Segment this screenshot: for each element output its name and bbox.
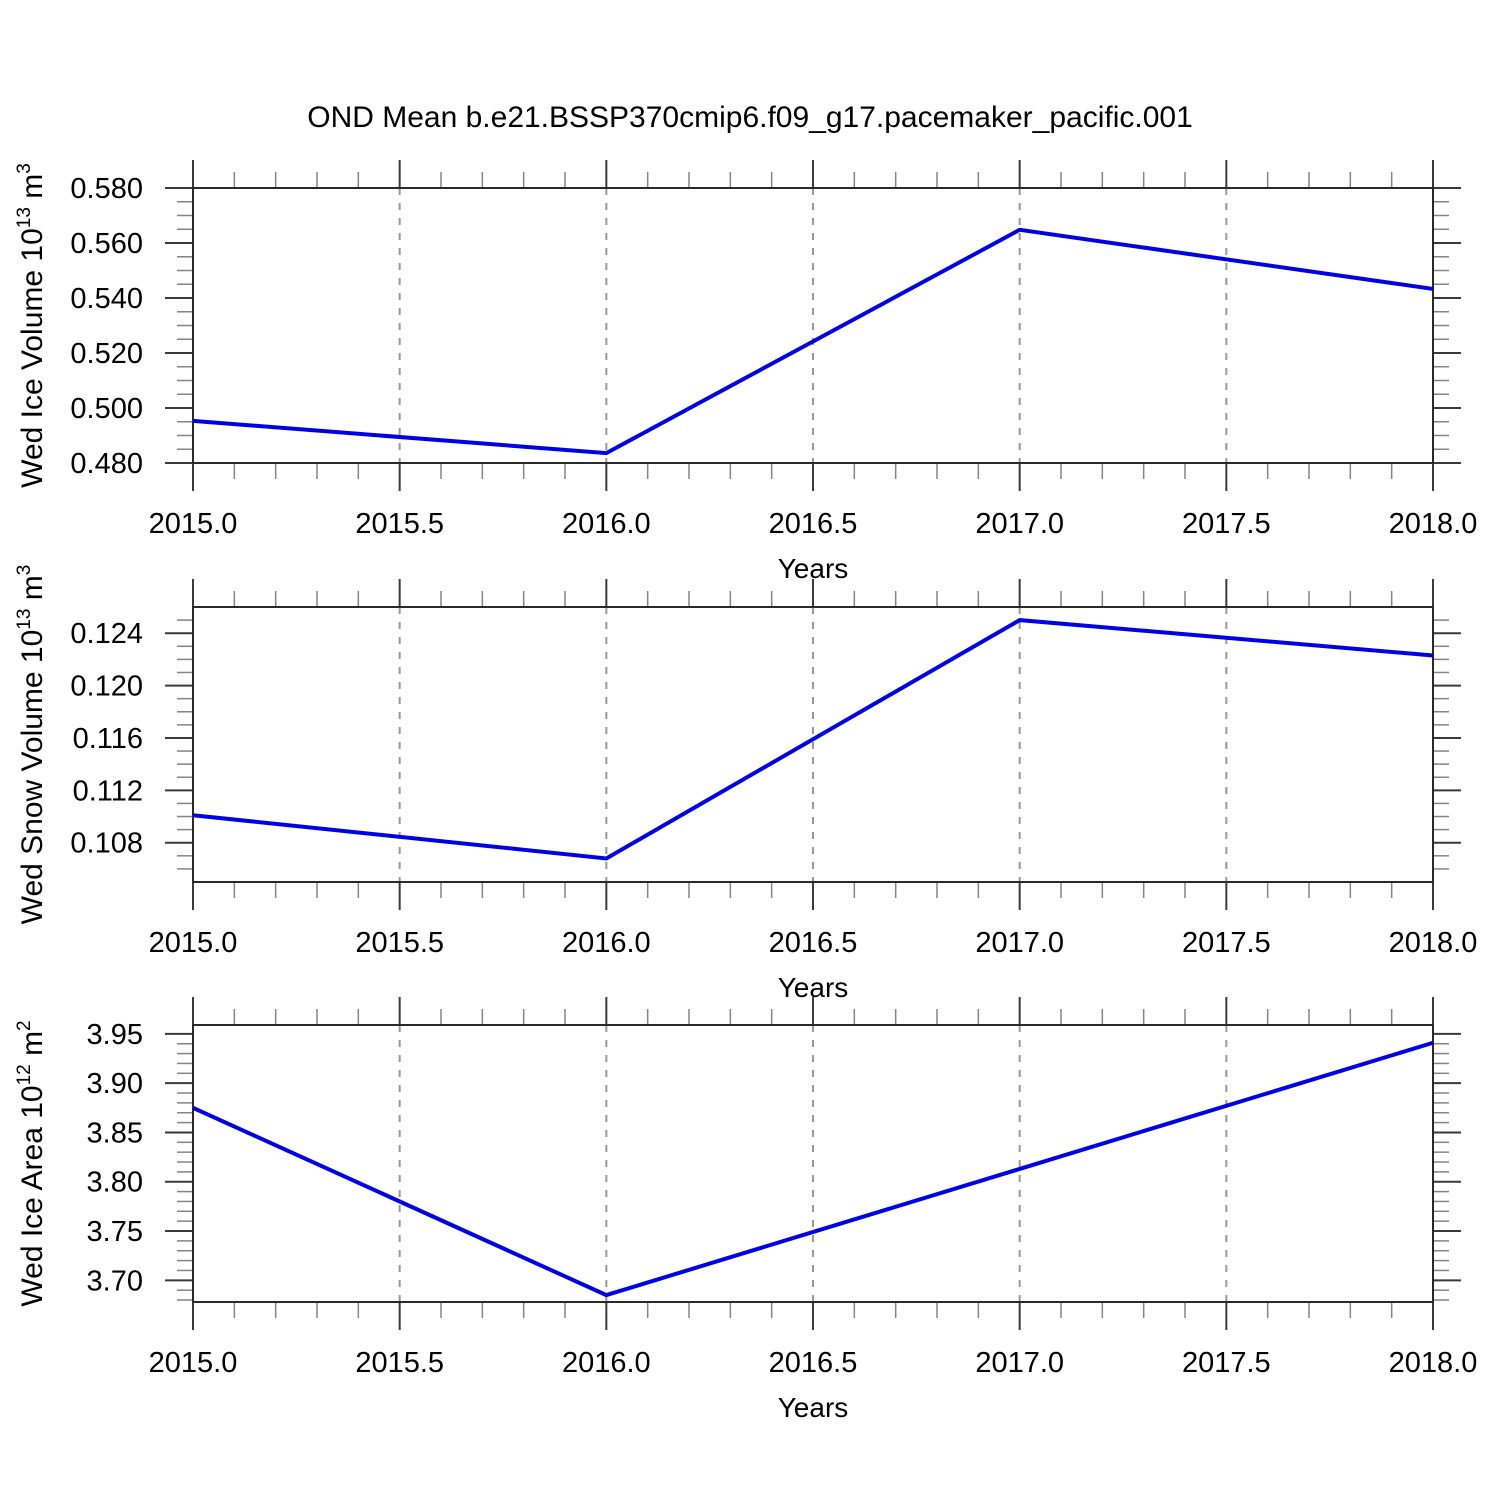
x-tick-label: 2015.0	[149, 927, 238, 959]
wed-ice-area-panel: 2015.0 2015.5 2016.0 2016.5 2017.0 2017.5 2018…	[14, 997, 1477, 1423]
data-line	[192, 1040, 1434, 1298]
y-tick-label: 0.108	[70, 828, 143, 860]
y-tick-label: 3.70	[87, 1265, 143, 1297]
x-tick-label: 2015.0	[149, 1347, 238, 1379]
x-tick-label: 2015.5	[355, 508, 444, 540]
y-tick-label: 0.560	[70, 228, 143, 260]
wed-ice-volume-panel: 2015.0 2015.5 2016.0 2016.5 2017.0 2017.5 2018…	[14, 160, 1477, 584]
x-ticks	[192, 997, 1434, 1330]
x-tick-label: 2015.5	[355, 927, 444, 959]
plot-frame	[192, 187, 1434, 464]
y-tick-label: 0.112	[73, 775, 143, 807]
x-tick-label: 2018.0	[1389, 1347, 1478, 1379]
plot-frame	[192, 606, 1434, 883]
x-tick-label: 2018.0	[1389, 927, 1478, 959]
y-tick-label: 0.120	[70, 671, 143, 703]
x-tick-label: 2015.5	[355, 1347, 444, 1379]
x-tick-labels: 2015.0 2015.5 2016.0 2016.5 2017.0 2017.5 2018…	[149, 508, 1478, 540]
y-tick-label: 3.95	[87, 1019, 143, 1051]
y-axis-label: Wed Ice Area 1012 m2	[14, 1020, 49, 1306]
x-tick-label: 2016.5	[769, 508, 858, 540]
y-tick-label: 0.480	[70, 448, 143, 480]
y-tick-label: 3.90	[87, 1068, 143, 1100]
x-tick-label: 2017.0	[975, 1347, 1064, 1379]
data-line	[192, 618, 1434, 861]
x-tick-label: 2016.0	[562, 1347, 651, 1379]
x-tick-label: 2018.0	[1389, 508, 1478, 540]
x-tick-label: 2016.0	[562, 508, 651, 540]
y-tick-label: 3.85	[87, 1117, 143, 1149]
y-tick-label: 0.116	[73, 723, 143, 755]
figure-title: OND Mean b.e21.BSSP370cmip6.f09_g17.pace…	[307, 101, 1193, 134]
x-tick-label: 2017.0	[975, 508, 1064, 540]
x-ticks	[192, 160, 1434, 491]
y-tick-label: 0.520	[70, 338, 143, 370]
y-tick-label: 0.580	[70, 173, 143, 205]
y-tick-label: 3.75	[87, 1216, 143, 1248]
y-tick-label: 0.500	[70, 393, 143, 425]
x-tick-label: 2017.5	[1182, 1347, 1271, 1379]
y-tick-label: 0.540	[70, 283, 143, 315]
x-tick-label: 2016.5	[769, 1347, 858, 1379]
x-tick-label: 2017.0	[975, 927, 1064, 959]
plot-frame	[192, 1024, 1434, 1303]
y-ticks	[165, 619, 1461, 870]
y-axis-label: Wed Ice Volume 1013 m3	[14, 163, 49, 488]
x-axis-label: Years	[778, 553, 849, 584]
x-tick-label: 2016.0	[562, 927, 651, 959]
y-ticks	[165, 187, 1461, 464]
x-tick-labels: 2015.0 2015.5 2016.0 2016.5 2017.0 2017.5 2018…	[149, 1347, 1478, 1379]
y-ticks	[165, 1032, 1461, 1301]
x-axis-label: Years	[778, 1392, 849, 1423]
data-line	[192, 227, 1434, 456]
gridlines	[398, 188, 1228, 463]
gridlines	[398, 607, 1228, 882]
x-tick-label: 2017.5	[1182, 508, 1271, 540]
gridlines	[398, 1025, 1228, 1302]
y-axis-label: Wed Snow Volume 1013 m3	[14, 565, 49, 925]
y-tick-label: 0.124	[70, 618, 143, 650]
x-tick-label: 2017.5	[1182, 927, 1271, 959]
x-tick-label: 2015.0	[149, 508, 238, 540]
y-tick-labels: 3.70 3.75 3.80 3.85 3.90 3.95	[87, 1019, 143, 1297]
x-tick-labels: 2015.0 2015.5 2016.0 2016.5 2017.0 2017.5 2018…	[149, 927, 1478, 959]
y-tick-labels: 0.480 0.500 0.520 0.540 0.560 0.580	[70, 173, 143, 480]
wed-snow-volume-panel: 2015.0 2015.5 2016.0 2016.5 2017.0 2017.5 2018…	[14, 565, 1477, 1003]
y-tick-label: 3.80	[87, 1167, 143, 1199]
y-tick-labels: 0.108 0.112 0.116 0.120 0.124	[70, 618, 143, 860]
x-tick-label: 2016.5	[769, 927, 858, 959]
x-ticks	[192, 579, 1434, 910]
